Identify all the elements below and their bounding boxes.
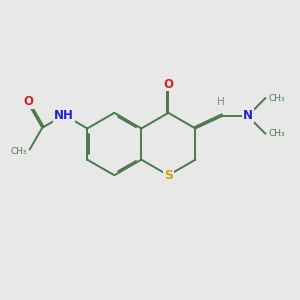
Text: CH₃: CH₃ xyxy=(268,129,285,138)
Text: CH₃: CH₃ xyxy=(268,94,285,103)
Text: O: O xyxy=(164,77,173,91)
Text: NH: NH xyxy=(54,109,74,122)
Text: H: H xyxy=(217,97,225,107)
Text: O: O xyxy=(23,95,33,108)
Text: CH₃: CH₃ xyxy=(11,147,27,156)
Text: S: S xyxy=(164,169,173,182)
Text: N: N xyxy=(243,110,253,122)
